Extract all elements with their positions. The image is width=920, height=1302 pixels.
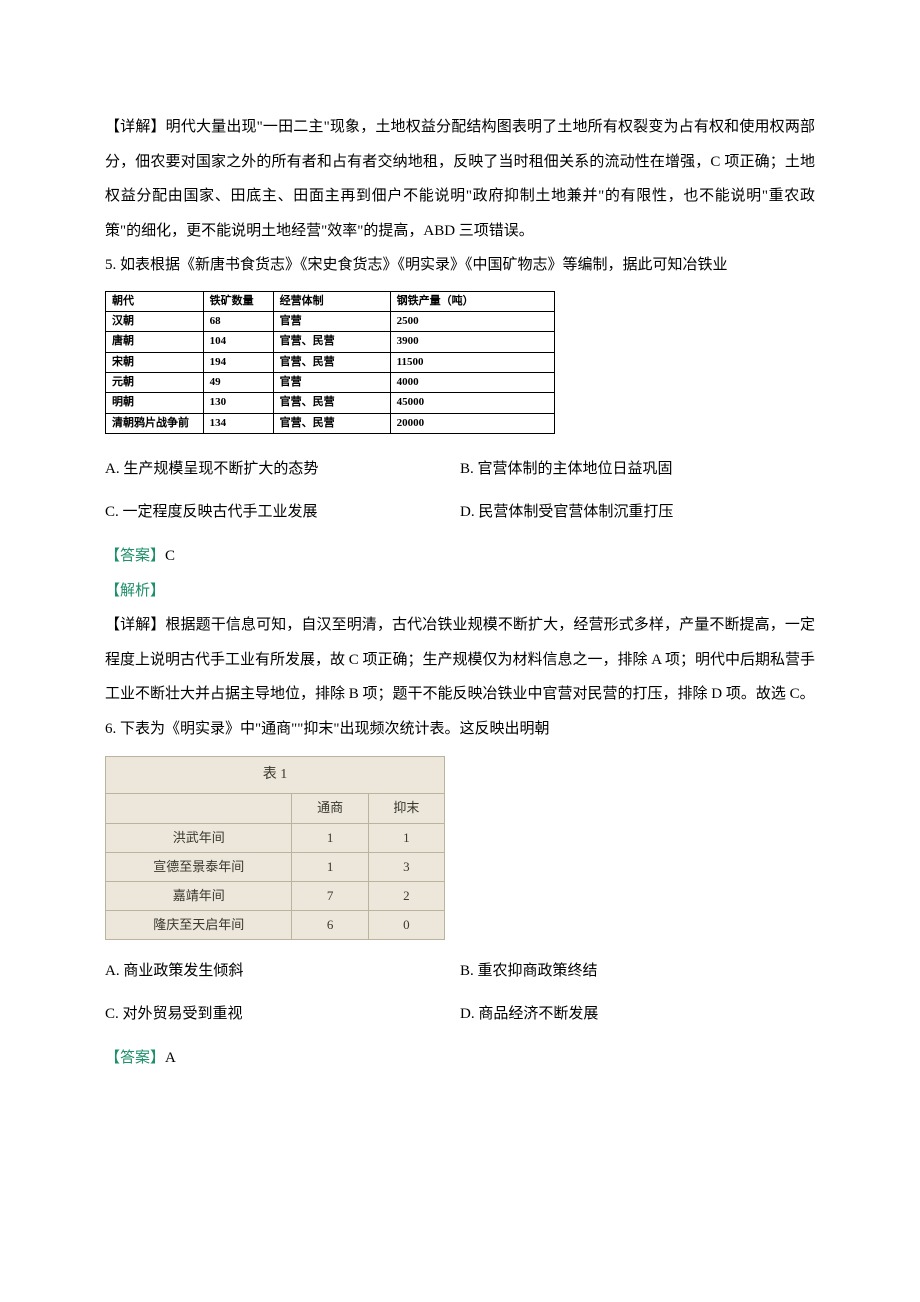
- q6-answer: A: [165, 1050, 176, 1066]
- cell: 20000: [390, 413, 554, 433]
- cell: 7: [292, 881, 368, 910]
- q5-explanation: 【详解】根据题干信息可知，自汉至明清，古代冶铁业规模不断扩大，经营形式多样，产量…: [105, 608, 815, 712]
- cell: 明朝: [106, 393, 204, 413]
- cell: 官营、民营: [273, 413, 390, 433]
- cell: 4000: [390, 373, 554, 393]
- q6-answer-line: 【答案】A: [105, 1041, 815, 1076]
- table-row: 嘉靖年间 7 2: [106, 881, 445, 910]
- cell: 汉朝: [106, 311, 204, 331]
- cell: 6: [292, 911, 368, 940]
- q6-option-c[interactable]: C. 对外贸易受到重视: [105, 993, 460, 1036]
- table-row: 明朝 130 官营、民营 45000: [106, 393, 555, 413]
- q6-option-d[interactable]: D. 商品经济不断发展: [460, 993, 815, 1036]
- analysis-label: 【解析】: [105, 583, 165, 599]
- q6-table-wrap: 表 1 通商 抑末 洪武年间 1 1 宣德至景泰年间 1 3 嘉靖年间 7 2: [105, 756, 445, 940]
- q5-analysis-label-line: 【解析】: [105, 574, 815, 609]
- q5-table: 朝代 铁矿数量 经营体制 钢铁产量（吨） 汉朝 68 官营 2500 唐朝 10…: [105, 291, 555, 435]
- q6-option-b[interactable]: B. 重农抑商政策终结: [460, 950, 815, 993]
- cell: 3: [368, 852, 444, 881]
- cell: 3900: [390, 332, 554, 352]
- cell: 官营、民营: [273, 393, 390, 413]
- cell: 1: [292, 852, 368, 881]
- cell: 官营、民营: [273, 332, 390, 352]
- answer-label: 【答案】: [105, 548, 165, 564]
- q5-option-d[interactable]: D. 民营体制受官营体制沉重打压: [460, 491, 815, 534]
- q6-options: A. 商业政策发生倾斜 B. 重农抑商政策终结 C. 对外贸易受到重视 D. 商…: [105, 950, 815, 1035]
- cell: 130: [203, 393, 273, 413]
- cell: 1: [292, 823, 368, 852]
- cell: 11500: [390, 352, 554, 372]
- table-row: 元朝 49 官营 4000: [106, 373, 555, 393]
- cell: 唐朝: [106, 332, 204, 352]
- cell: 宣德至景泰年间: [106, 852, 292, 881]
- q5-table-wrap: 朝代 铁矿数量 经营体制 钢铁产量（吨） 汉朝 68 官营 2500 唐朝 10…: [105, 291, 815, 435]
- table-header-row: 通商 抑末: [106, 794, 445, 823]
- q6-option-a[interactable]: A. 商业政策发生倾斜: [105, 950, 460, 993]
- cell: 官营、民营: [273, 352, 390, 372]
- cell: 68: [203, 311, 273, 331]
- q5-answer-line: 【答案】C: [105, 539, 815, 574]
- q5-stem: 5. 如表根据《新唐书食货志》《宋史食货志》《明实录》《中国矿物志》等编制，据此…: [105, 248, 815, 283]
- cell: 49: [203, 373, 273, 393]
- cell: 隆庆至天启年间: [106, 911, 292, 940]
- q5-option-c[interactable]: C. 一定程度反映古代手工业发展: [105, 491, 460, 534]
- cell: 1: [368, 823, 444, 852]
- explanation-q4: 【详解】明代大量出现"一田二主"现象，土地权益分配结构图表明了土地所有权裂变为占…: [105, 110, 815, 248]
- table-row: 清朝鸦片战争前 134 官营、民营 20000: [106, 413, 555, 433]
- q5-answer: C: [165, 548, 175, 564]
- th-tongshang: 通商: [292, 794, 368, 823]
- cell: 194: [203, 352, 273, 372]
- q6-stem: 6. 下表为《明实录》中"通商""抑末"出现频次统计表。这反映出明朝: [105, 712, 815, 747]
- q5-option-b[interactable]: B. 官营体制的主体地位日益巩固: [460, 448, 815, 491]
- th-mgmt: 经营体制: [273, 291, 390, 311]
- cell: 104: [203, 332, 273, 352]
- cell: 宋朝: [106, 352, 204, 372]
- cell: 官营: [273, 311, 390, 331]
- answer-label: 【答案】: [105, 1050, 165, 1066]
- table-header-row: 朝代 铁矿数量 经营体制 钢铁产量（吨）: [106, 291, 555, 311]
- table-row: 汉朝 68 官营 2500: [106, 311, 555, 331]
- table-row: 唐朝 104 官营、民营 3900: [106, 332, 555, 352]
- table-row: 宣德至景泰年间 1 3: [106, 852, 445, 881]
- q6-table-caption: 表 1: [105, 756, 445, 793]
- cell: 45000: [390, 393, 554, 413]
- th-period: [106, 794, 292, 823]
- table-row: 隆庆至天启年间 6 0: [106, 911, 445, 940]
- th-yimo: 抑末: [368, 794, 444, 823]
- q5-option-a[interactable]: A. 生产规模呈现不断扩大的态势: [105, 448, 460, 491]
- cell: 0: [368, 911, 444, 940]
- cell: 嘉靖年间: [106, 881, 292, 910]
- cell: 官营: [273, 373, 390, 393]
- cell: 洪武年间: [106, 823, 292, 852]
- table-row: 宋朝 194 官营、民营 11500: [106, 352, 555, 372]
- cell: 134: [203, 413, 273, 433]
- th-dynasty: 朝代: [106, 291, 204, 311]
- cell: 元朝: [106, 373, 204, 393]
- th-output: 钢铁产量（吨）: [390, 291, 554, 311]
- cell: 清朝鸦片战争前: [106, 413, 204, 433]
- cell: 2500: [390, 311, 554, 331]
- q6-table: 通商 抑末 洪武年间 1 1 宣德至景泰年间 1 3 嘉靖年间 7 2 隆庆至天…: [105, 793, 445, 940]
- table-row: 洪武年间 1 1: [106, 823, 445, 852]
- th-mines: 铁矿数量: [203, 291, 273, 311]
- q5-options: A. 生产规模呈现不断扩大的态势 B. 官营体制的主体地位日益巩固 C. 一定程…: [105, 448, 815, 533]
- cell: 2: [368, 881, 444, 910]
